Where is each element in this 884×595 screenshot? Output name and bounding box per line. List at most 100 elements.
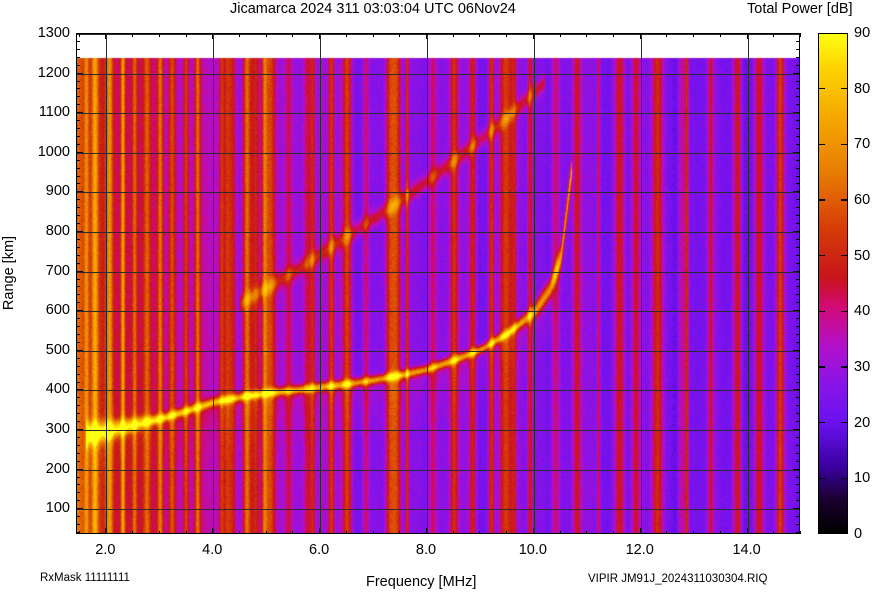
x-tick-minor	[800, 530, 801, 534]
x-tick-minor-top	[238, 33, 240, 37]
y-tick-major	[76, 508, 83, 510]
gridline-horizontal	[77, 311, 799, 312]
x-tick-minor	[479, 530, 481, 534]
x-tick-minor	[693, 530, 695, 534]
y-tick-label: 1200	[37, 64, 70, 81]
x-tick-minor-top	[800, 33, 801, 37]
y-tick-minor	[76, 120, 80, 122]
y-tick-major-right	[793, 508, 800, 510]
gridline-horizontal	[77, 74, 799, 75]
y-tick-minor-right	[796, 143, 800, 145]
y-tick-label: 200	[45, 460, 70, 477]
colorbar-tick-label: 0	[854, 526, 863, 542]
x-tick-major-top	[639, 33, 641, 39]
y-tick-minor	[76, 476, 80, 478]
y-tick-minor	[76, 262, 80, 264]
y-tick-minor-right	[796, 357, 800, 359]
x-tick-major	[319, 528, 321, 534]
y-tick-minor-right	[796, 167, 800, 169]
colorbar-tick-label: 20	[854, 414, 871, 431]
y-tick-minor-right	[796, 215, 800, 217]
gridline-horizontal	[77, 509, 799, 510]
colorbar-tick	[818, 310, 825, 313]
x-tick-minor	[345, 530, 347, 534]
x-tick-major	[105, 528, 107, 534]
gridline-horizontal	[77, 470, 799, 471]
x-tick-minor-top	[78, 33, 80, 37]
y-tick-minor-right	[796, 286, 800, 288]
y-tick-minor	[76, 135, 80, 137]
x-tick-label: 2.0	[95, 542, 116, 558]
y-tick-minor-right	[796, 516, 800, 518]
y-tick-minor-right	[796, 397, 800, 399]
x-tick-major-top	[425, 33, 427, 39]
y-tick-major-right	[793, 191, 800, 193]
y-tick-minor	[76, 532, 80, 534]
y-tick-minor	[76, 56, 80, 58]
y-tick-minor-right	[796, 341, 800, 343]
x-tick-minor	[719, 530, 721, 534]
colorbar-tick	[818, 87, 825, 90]
y-tick-major	[76, 33, 83, 34]
y-tick-minor	[76, 143, 80, 145]
y-tick-minor-right	[796, 460, 800, 462]
colorbar-tick-right	[841, 254, 848, 257]
y-tick-minor	[76, 96, 80, 98]
y-tick-major	[76, 112, 83, 114]
colorbar-title: Total Power [dB]	[747, 1, 853, 17]
y-tick-minor	[76, 421, 80, 423]
x-tick-minor-top	[693, 33, 695, 37]
y-tick-minor	[76, 246, 80, 248]
colorbar-tick	[818, 199, 825, 201]
y-tick-minor	[76, 104, 80, 106]
colorbar-tick	[818, 254, 825, 257]
y-tick-minor	[76, 254, 80, 256]
y-tick-minor-right	[796, 175, 800, 177]
y-tick-major-right	[793, 468, 800, 470]
colorbar-tick-right	[841, 87, 848, 90]
y-tick-minor-right	[796, 452, 800, 454]
y-tick-minor	[76, 215, 80, 217]
y-tick-minor-right	[796, 444, 800, 446]
y-tick-minor-right	[796, 365, 800, 367]
y-tick-minor-right	[796, 476, 800, 478]
y-tick-minor	[76, 128, 80, 130]
y-axis-label: Range [km]	[1, 235, 18, 311]
y-tick-minor-right	[796, 88, 800, 90]
y-tick-minor-right	[796, 246, 800, 248]
y-tick-minor-right	[796, 413, 800, 415]
y-tick-minor-right	[796, 326, 800, 328]
y-tick-minor	[76, 167, 80, 169]
y-tick-minor	[76, 516, 80, 518]
y-tick-minor	[76, 492, 80, 494]
x-tick-label: 10.0	[518, 542, 547, 558]
y-tick-label: 500	[45, 341, 70, 358]
y-tick-minor	[76, 452, 80, 454]
gridline-horizontal	[77, 272, 799, 273]
colorbar-tick-label: 50	[854, 247, 871, 264]
y-tick-minor-right	[796, 373, 800, 375]
x-tick-minor-top	[719, 33, 721, 37]
y-tick-major-right	[793, 270, 800, 272]
y-tick-minor	[76, 207, 80, 209]
colorbar-tick-label: 90	[854, 25, 871, 41]
x-tick-minor	[265, 530, 267, 534]
colorbar-tick-right	[841, 421, 848, 424]
x-tick-minor	[586, 530, 588, 534]
gridline-horizontal	[77, 153, 799, 154]
x-tick-minor-top	[185, 33, 187, 37]
y-tick-major	[76, 429, 83, 431]
y-tick-minor-right	[796, 135, 800, 137]
gridline-horizontal	[77, 192, 799, 193]
colorbar-tick-right	[841, 310, 848, 313]
y-tick-label: 400	[45, 381, 70, 398]
y-tick-minor-right	[796, 262, 800, 264]
y-tick-major-right	[793, 231, 800, 233]
y-tick-minor-right	[796, 96, 800, 98]
gridline-vertical	[213, 34, 214, 533]
y-tick-minor	[76, 524, 80, 526]
y-tick-minor-right	[796, 80, 800, 82]
y-tick-minor-right	[796, 254, 800, 256]
y-tick-major-right	[793, 33, 800, 34]
y-tick-minor-right	[796, 199, 800, 201]
